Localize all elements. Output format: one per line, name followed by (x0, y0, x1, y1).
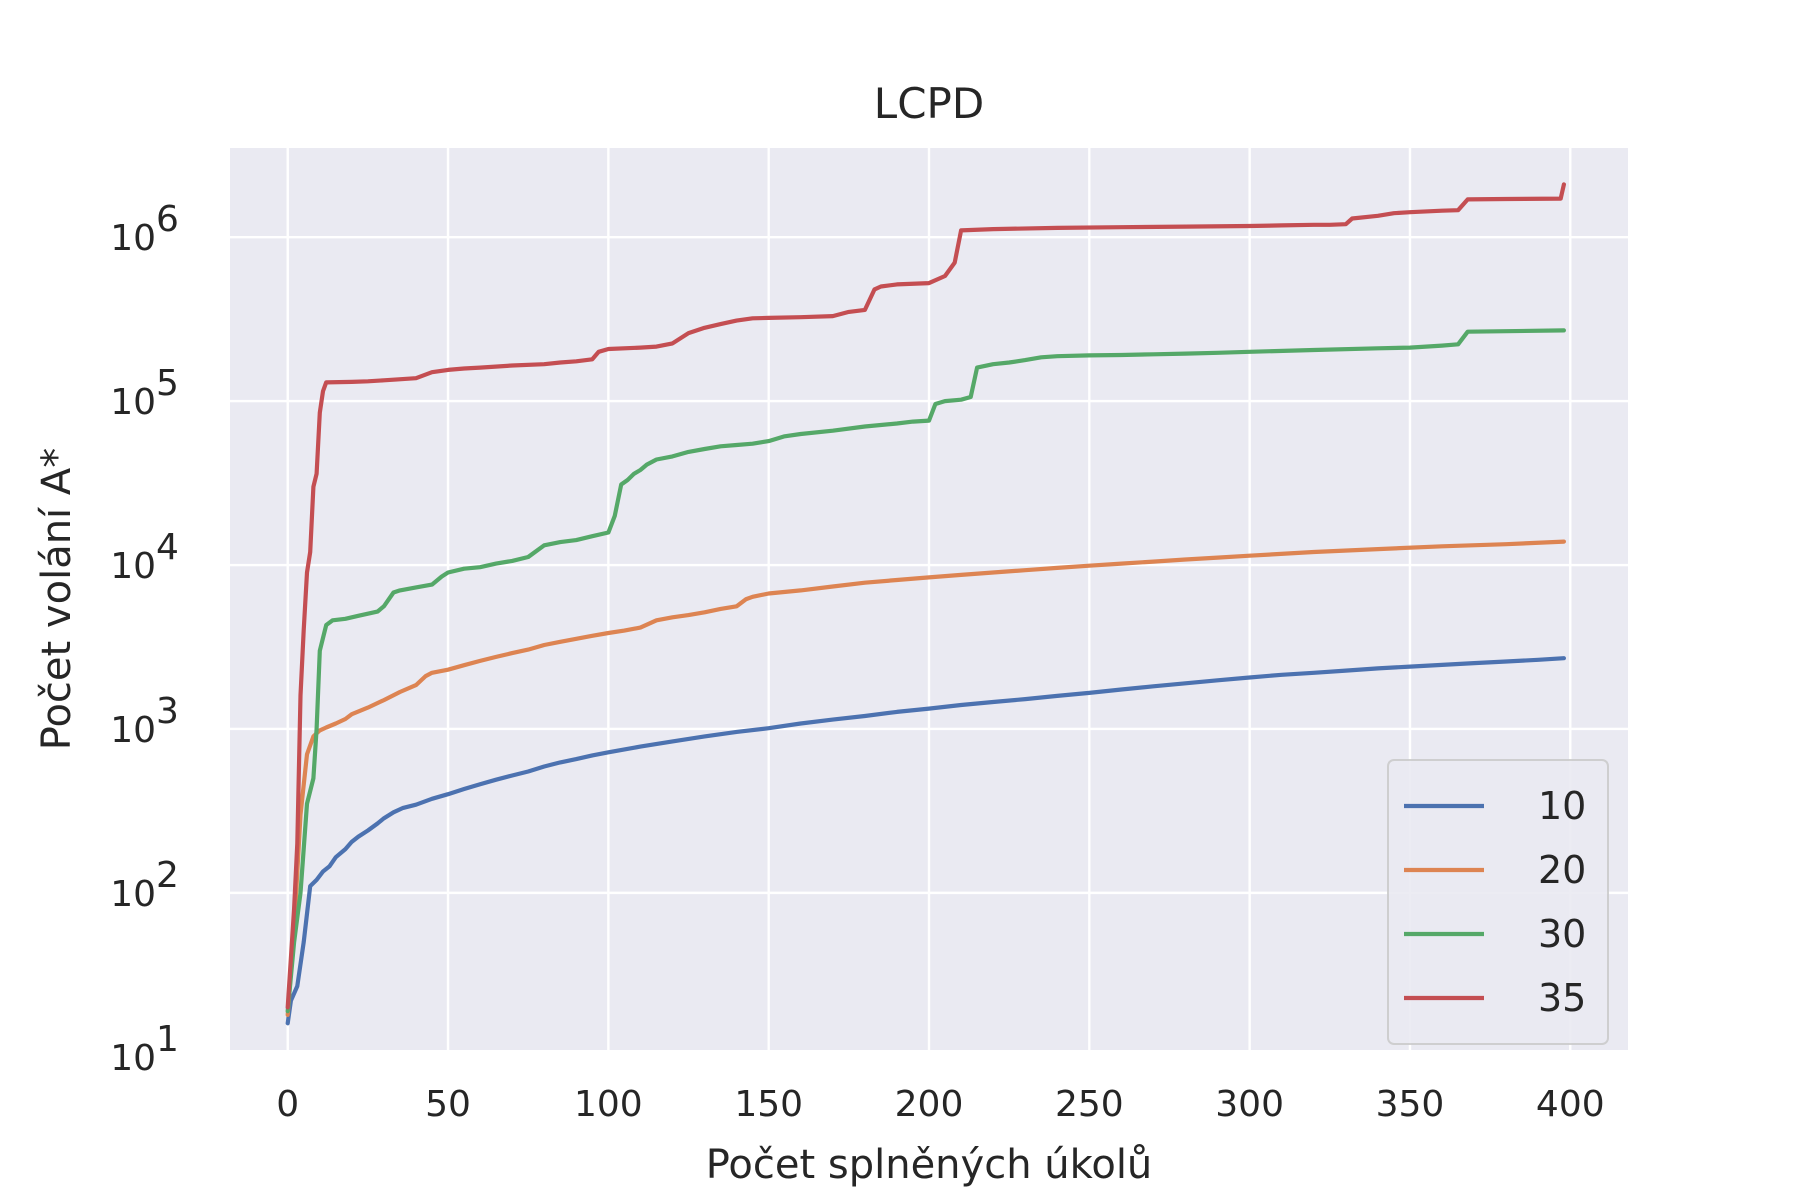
x-tick-label: 400 (1536, 1084, 1605, 1125)
x-tick-label: 250 (1055, 1084, 1124, 1125)
x-tick-label: 350 (1376, 1084, 1445, 1125)
series-line-35 (285, 182, 1566, 1010)
y-tick-exponent: 4 (156, 527, 179, 568)
x-axis-label: Počet splněných úkolů (706, 1142, 1153, 1188)
legend: 10 20 30 35 (1387, 759, 1609, 1045)
x-tick-label: 100 (574, 1084, 643, 1125)
y-tick-label: 10 (110, 710, 156, 751)
y-tick-label: 10 (110, 218, 156, 259)
series-lines (285, 182, 1566, 1026)
series-line-30 (285, 328, 1566, 1014)
x-tick-label: 200 (895, 1084, 964, 1125)
x-tick-label: 300 (1215, 1084, 1284, 1125)
y-tick-exponent: 2 (156, 855, 179, 896)
x-tick-label: 0 (276, 1084, 299, 1125)
x-tick-labels: 0 50 100 150 200 250 300 350 400 (276, 1084, 1604, 1125)
legend-label-35: 35 (1538, 976, 1586, 1020)
y-tick-label: 10 (110, 546, 156, 587)
y-tick-exponent: 3 (156, 691, 179, 732)
y-tick-label: 10 (110, 1038, 156, 1079)
y-tick-exponent: 5 (156, 363, 179, 404)
chart-title: LCPD (874, 79, 984, 128)
legend-box (1387, 759, 1609, 1045)
y-tick-label: 10 (110, 382, 156, 423)
series-line-20 (285, 539, 1566, 1017)
legend-label-30: 30 (1538, 912, 1586, 956)
x-tick-label: 50 (425, 1084, 471, 1125)
y-axis-label: Počet volání A* (34, 448, 80, 750)
legend-label-10: 10 (1538, 784, 1586, 828)
y-tick-exponent: 1 (156, 1019, 179, 1060)
x-tick-label: 150 (734, 1084, 803, 1125)
y-tick-label: 10 (110, 874, 156, 915)
y-tick-exponent: 6 (156, 199, 179, 240)
series-line-10 (285, 656, 1566, 1026)
legend-label-20: 20 (1538, 848, 1586, 892)
